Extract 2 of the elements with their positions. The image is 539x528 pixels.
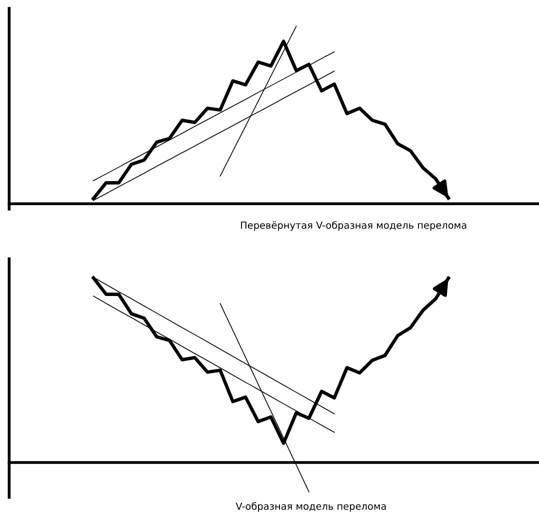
x-axis-title: V-образная модель перелома — [236, 502, 386, 512]
x-axis-title: Перевёрнутая V-образная модель перелома — [240, 221, 466, 231]
